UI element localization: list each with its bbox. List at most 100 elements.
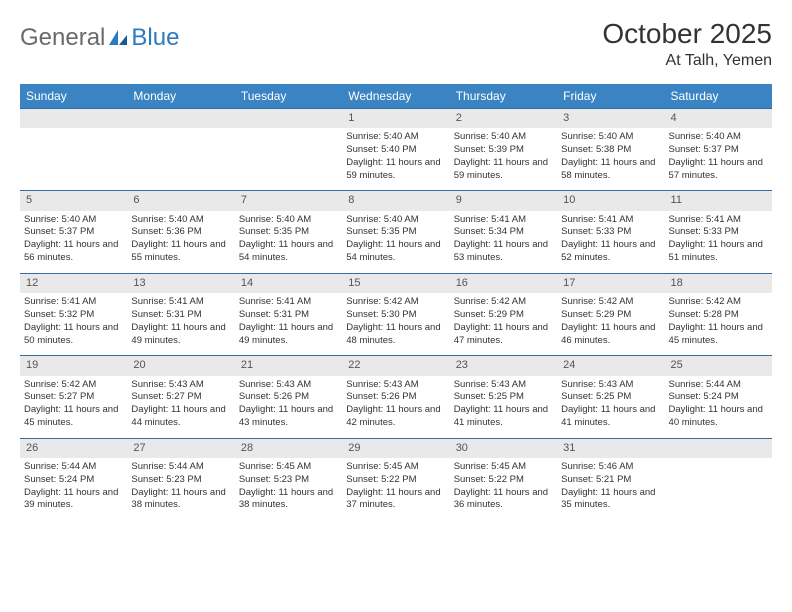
sunset-text: Sunset: 5:29 PM [454, 309, 553, 322]
day-number: 11 [665, 191, 772, 210]
week-row: 12Sunrise: 5:41 AMSunset: 5:32 PMDayligh… [20, 273, 772, 355]
day-number: 5 [20, 191, 127, 210]
day-number: 21 [235, 356, 342, 375]
empty-day [127, 109, 234, 128]
sunset-text: Sunset: 5:39 PM [454, 144, 553, 157]
daylight-text: Daylight: 11 hours and 54 minutes. [346, 239, 445, 265]
day-number: 13 [127, 274, 234, 293]
day-cell: 31Sunrise: 5:46 AMSunset: 5:21 PMDayligh… [557, 438, 664, 520]
weekday-header-row: Sunday Monday Tuesday Wednesday Thursday… [20, 84, 772, 109]
sunset-text: Sunset: 5:37 PM [669, 144, 768, 157]
daylight-text: Daylight: 11 hours and 56 minutes. [24, 239, 123, 265]
sunrise-text: Sunrise: 5:40 AM [239, 214, 338, 227]
weekday-header: Sunday [20, 84, 127, 109]
day-data: Sunrise: 5:41 AMSunset: 5:31 PMDaylight:… [127, 293, 234, 355]
day-number: 31 [557, 439, 664, 458]
empty-day [20, 109, 127, 128]
sunrise-text: Sunrise: 5:44 AM [131, 461, 230, 474]
day-cell: 13Sunrise: 5:41 AMSunset: 5:31 PMDayligh… [127, 273, 234, 355]
daylight-text: Daylight: 11 hours and 38 minutes. [239, 487, 338, 513]
daylight-text: Daylight: 11 hours and 44 minutes. [131, 404, 230, 430]
weekday-header: Wednesday [342, 84, 449, 109]
day-data: Sunrise: 5:41 AMSunset: 5:31 PMDaylight:… [235, 293, 342, 355]
day-cell [127, 109, 234, 191]
day-data: Sunrise: 5:42 AMSunset: 5:28 PMDaylight:… [665, 293, 772, 355]
day-number: 12 [20, 274, 127, 293]
daylight-text: Daylight: 11 hours and 51 minutes. [669, 239, 768, 265]
sunset-text: Sunset: 5:35 PM [346, 226, 445, 239]
calendar-body: 1Sunrise: 5:40 AMSunset: 5:40 PMDaylight… [20, 109, 772, 521]
day-data: Sunrise: 5:41 AMSunset: 5:33 PMDaylight:… [665, 211, 772, 273]
day-cell: 8Sunrise: 5:40 AMSunset: 5:35 PMDaylight… [342, 191, 449, 273]
daylight-text: Daylight: 11 hours and 41 minutes. [561, 404, 660, 430]
day-cell: 10Sunrise: 5:41 AMSunset: 5:33 PMDayligh… [557, 191, 664, 273]
day-data: Sunrise: 5:42 AMSunset: 5:30 PMDaylight:… [342, 293, 449, 355]
sunset-text: Sunset: 5:26 PM [346, 391, 445, 404]
sunrise-text: Sunrise: 5:45 AM [346, 461, 445, 474]
sunrise-text: Sunrise: 5:45 AM [239, 461, 338, 474]
day-number: 25 [665, 356, 772, 375]
day-number: 2 [450, 109, 557, 128]
daylight-text: Daylight: 11 hours and 59 minutes. [454, 157, 553, 183]
day-number: 3 [557, 109, 664, 128]
day-data: Sunrise: 5:41 AMSunset: 5:33 PMDaylight:… [557, 211, 664, 273]
sunrise-text: Sunrise: 5:42 AM [454, 296, 553, 309]
sunset-text: Sunset: 5:37 PM [24, 226, 123, 239]
weekday-header: Monday [127, 84, 234, 109]
day-data: Sunrise: 5:41 AMSunset: 5:32 PMDaylight:… [20, 293, 127, 355]
day-cell: 15Sunrise: 5:42 AMSunset: 5:30 PMDayligh… [342, 273, 449, 355]
day-cell: 29Sunrise: 5:45 AMSunset: 5:22 PMDayligh… [342, 438, 449, 520]
day-data: Sunrise: 5:40 AMSunset: 5:37 PMDaylight:… [20, 211, 127, 273]
week-row: 1Sunrise: 5:40 AMSunset: 5:40 PMDaylight… [20, 109, 772, 191]
sunrise-text: Sunrise: 5:43 AM [239, 379, 338, 392]
sunset-text: Sunset: 5:23 PM [131, 474, 230, 487]
sunset-text: Sunset: 5:35 PM [239, 226, 338, 239]
day-number: 16 [450, 274, 557, 293]
day-number: 29 [342, 439, 449, 458]
daylight-text: Daylight: 11 hours and 54 minutes. [239, 239, 338, 265]
sunset-text: Sunset: 5:33 PM [669, 226, 768, 239]
day-data: Sunrise: 5:42 AMSunset: 5:29 PMDaylight:… [557, 293, 664, 355]
day-data: Sunrise: 5:44 AMSunset: 5:24 PMDaylight:… [665, 376, 772, 438]
week-row: 26Sunrise: 5:44 AMSunset: 5:24 PMDayligh… [20, 438, 772, 520]
day-data: Sunrise: 5:40 AMSunset: 5:36 PMDaylight:… [127, 211, 234, 273]
daylight-text: Daylight: 11 hours and 47 minutes. [454, 322, 553, 348]
day-number: 1 [342, 109, 449, 128]
day-data: Sunrise: 5:43 AMSunset: 5:26 PMDaylight:… [235, 376, 342, 438]
daylight-text: Daylight: 11 hours and 57 minutes. [669, 157, 768, 183]
sunrise-text: Sunrise: 5:43 AM [346, 379, 445, 392]
sunset-text: Sunset: 5:25 PM [561, 391, 660, 404]
sail-icon [107, 28, 129, 48]
daylight-text: Daylight: 11 hours and 42 minutes. [346, 404, 445, 430]
sunset-text: Sunset: 5:32 PM [24, 309, 123, 322]
day-cell: 12Sunrise: 5:41 AMSunset: 5:32 PMDayligh… [20, 273, 127, 355]
day-cell: 25Sunrise: 5:44 AMSunset: 5:24 PMDayligh… [665, 356, 772, 438]
day-cell [235, 109, 342, 191]
sunrise-text: Sunrise: 5:40 AM [346, 214, 445, 227]
sunset-text: Sunset: 5:22 PM [454, 474, 553, 487]
day-data: Sunrise: 5:40 AMSunset: 5:40 PMDaylight:… [342, 128, 449, 190]
sunset-text: Sunset: 5:34 PM [454, 226, 553, 239]
sunrise-text: Sunrise: 5:43 AM [131, 379, 230, 392]
day-data: Sunrise: 5:45 AMSunset: 5:22 PMDaylight:… [450, 458, 557, 520]
day-number: 23 [450, 356, 557, 375]
day-data: Sunrise: 5:46 AMSunset: 5:21 PMDaylight:… [557, 458, 664, 520]
day-cell: 28Sunrise: 5:45 AMSunset: 5:23 PMDayligh… [235, 438, 342, 520]
day-cell: 3Sunrise: 5:40 AMSunset: 5:38 PMDaylight… [557, 109, 664, 191]
daylight-text: Daylight: 11 hours and 36 minutes. [454, 487, 553, 513]
day-cell: 4Sunrise: 5:40 AMSunset: 5:37 PMDaylight… [665, 109, 772, 191]
day-number: 10 [557, 191, 664, 210]
sunrise-text: Sunrise: 5:41 AM [24, 296, 123, 309]
day-data: Sunrise: 5:40 AMSunset: 5:38 PMDaylight:… [557, 128, 664, 190]
title-block: October 2025 At Talh, Yemen [602, 18, 772, 70]
sunrise-text: Sunrise: 5:43 AM [454, 379, 553, 392]
day-data: Sunrise: 5:40 AMSunset: 5:37 PMDaylight:… [665, 128, 772, 190]
daylight-text: Daylight: 11 hours and 58 minutes. [561, 157, 660, 183]
day-cell [665, 438, 772, 520]
day-cell: 7Sunrise: 5:40 AMSunset: 5:35 PMDaylight… [235, 191, 342, 273]
sunrise-text: Sunrise: 5:40 AM [24, 214, 123, 227]
day-data: Sunrise: 5:45 AMSunset: 5:23 PMDaylight:… [235, 458, 342, 520]
day-number: 19 [20, 356, 127, 375]
day-cell: 30Sunrise: 5:45 AMSunset: 5:22 PMDayligh… [450, 438, 557, 520]
day-data: Sunrise: 5:41 AMSunset: 5:34 PMDaylight:… [450, 211, 557, 273]
